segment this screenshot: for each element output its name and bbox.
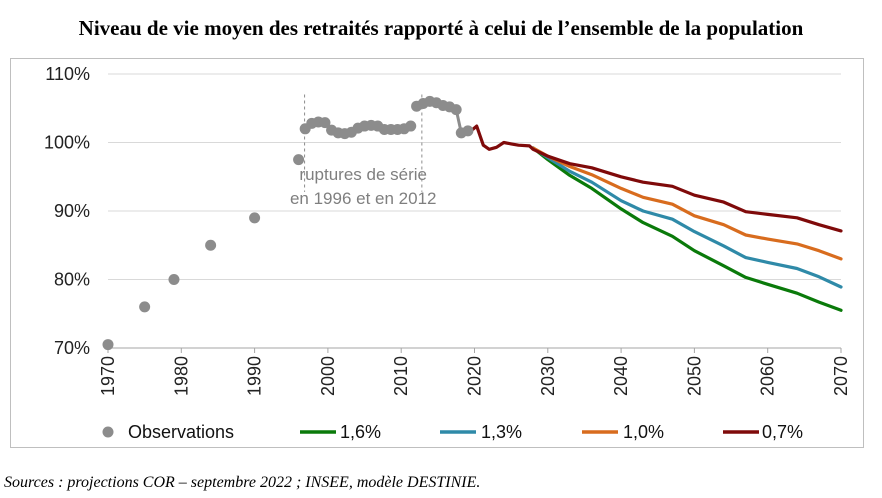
series-line-0,7% xyxy=(467,124,843,233)
x-tick-label: 2050 xyxy=(684,356,704,396)
x-tick-label: 2030 xyxy=(538,356,558,396)
series-break-annotation: ruptures de série xyxy=(299,165,427,184)
legend-label: Observations xyxy=(128,422,234,442)
observation-point xyxy=(205,239,217,251)
x-tick-label: 2040 xyxy=(611,356,631,396)
observation-point xyxy=(405,120,417,132)
legend-label: 1,3% xyxy=(481,422,522,442)
series-line-1,3% xyxy=(531,146,843,289)
chart-frame xyxy=(10,58,864,448)
x-tick-label: 2020 xyxy=(465,356,485,396)
x-tick-label: 1970 xyxy=(98,356,118,396)
x-tick-label: 2000 xyxy=(318,356,338,396)
x-tick-label: 2070 xyxy=(831,356,851,396)
x-tick-label: 1980 xyxy=(171,356,191,396)
observation-point xyxy=(450,104,462,116)
line-chart: 70% 80% 90% 100% 110% 1970 1980 1990 2000 2010 202… xyxy=(44,64,851,442)
observation-point xyxy=(293,154,305,166)
x-tick-label: 2010 xyxy=(391,356,411,396)
y-tick-label: 70% xyxy=(54,338,90,358)
y-tick-label: 100% xyxy=(44,133,90,153)
legend-marker-observations xyxy=(102,426,114,438)
x-tick-label: 1990 xyxy=(245,356,265,396)
chart-source: Sources : projections COR – septembre 20… xyxy=(4,474,481,491)
observation-point xyxy=(102,339,114,351)
observation-point xyxy=(249,212,261,224)
chart-title: Niveau de vie moyen des retraités rappor… xyxy=(78,16,804,40)
series-break-annotation: en 1996 et en 2012 xyxy=(290,189,437,208)
observation-point xyxy=(168,274,180,285)
series-line-1,0% xyxy=(531,146,843,261)
observation-point xyxy=(139,301,151,313)
observation-point xyxy=(319,117,331,129)
legend-label: 0,7% xyxy=(762,422,803,442)
observation-point xyxy=(462,125,474,137)
y-tick-label: 90% xyxy=(54,201,90,221)
x-tick-label: 2060 xyxy=(758,356,778,396)
series-line-1,6% xyxy=(531,146,843,312)
y-tick-label: 110% xyxy=(45,64,90,84)
legend-label: 1,6% xyxy=(340,422,381,442)
legend-label: 1,0% xyxy=(623,422,664,442)
y-tick-label: 80% xyxy=(54,270,90,290)
